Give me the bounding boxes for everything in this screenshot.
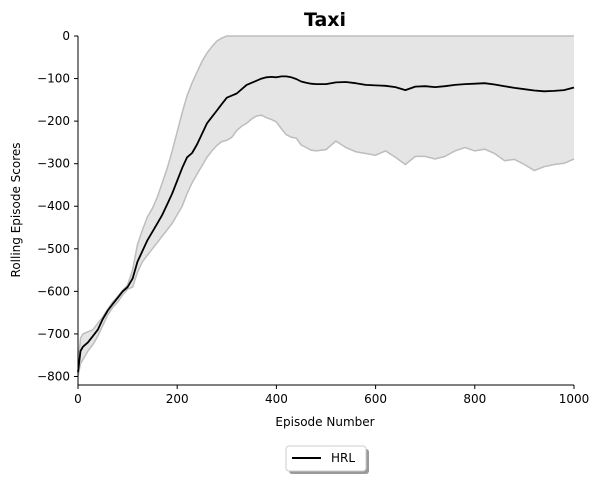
y-tick-label: −800 [37,369,70,383]
x-tick-label: 0 [74,392,82,406]
y-tick-label: 0 [62,29,70,43]
x-tick-label: 1000 [559,392,590,406]
x-tick-label: 600 [364,392,387,406]
x-tick-label: 400 [265,392,288,406]
legend: HRL [285,445,369,474]
y-ticks: 0 −100 −200 −300 −400 −500 −600 −700 −800 [37,29,78,383]
y-axis-label: Rolling Episode Scores [9,143,23,278]
y-tick-label: −400 [37,199,70,213]
line-layer [77,75,575,373]
chart-title: Taxi [304,9,346,31]
series-line-hrl [77,75,575,373]
y-tick-label: −600 [37,284,70,298]
y-tick-label: −300 [37,157,70,171]
x-axis-label: Episode Number [275,415,374,429]
y-tick-label: −700 [37,327,70,341]
spread-band [78,36,574,377]
legend-box [285,445,367,472]
legend-label-hrl: HRL [331,451,355,465]
y-tick-label: −200 [37,114,70,128]
y-tick-label: −500 [37,242,70,256]
band-lower-edge [77,114,575,377]
y-tick-label: −100 [37,72,70,86]
x-tick-label: 200 [166,392,189,406]
band-upper-edge [77,35,574,366]
band-layer [77,35,575,377]
x-ticks: 0 200 400 600 800 1000 [74,385,589,406]
x-tick-label: 800 [463,392,486,406]
